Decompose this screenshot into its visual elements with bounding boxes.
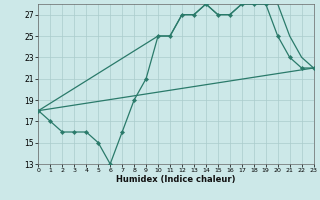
X-axis label: Humidex (Indice chaleur): Humidex (Indice chaleur) <box>116 175 236 184</box>
